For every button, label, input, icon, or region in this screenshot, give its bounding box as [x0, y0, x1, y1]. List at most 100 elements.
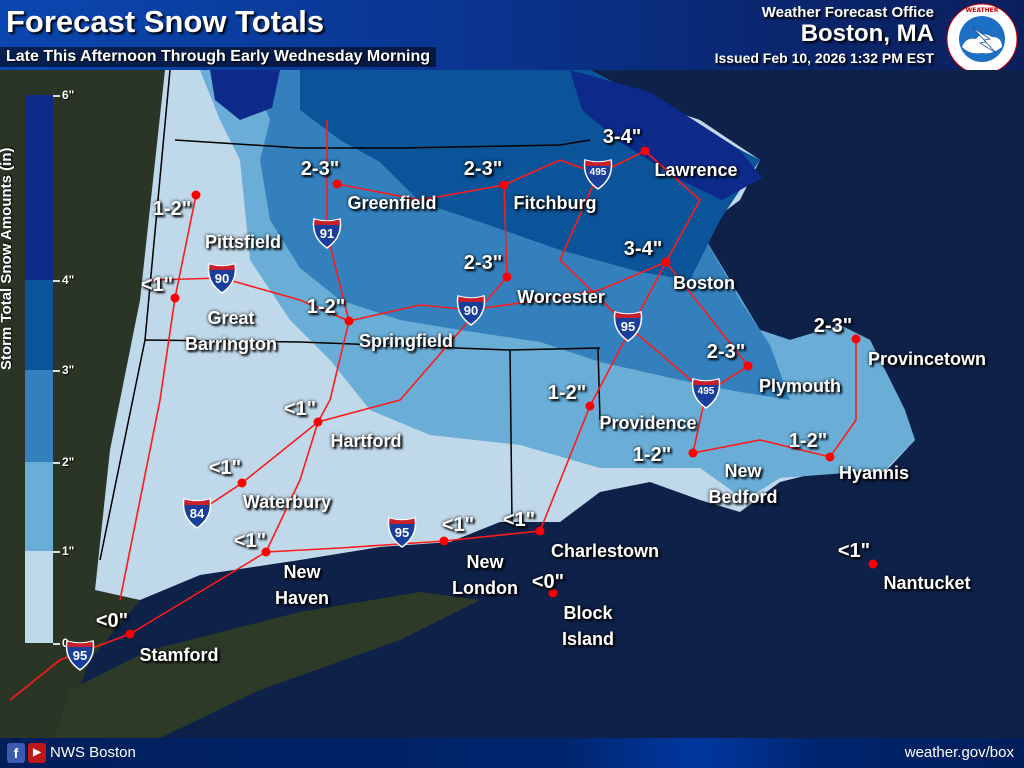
interstate-number: 90 — [463, 303, 479, 318]
snow-amount-label: <1" — [233, 530, 267, 552]
legend-tick: 0 — [53, 636, 69, 650]
city-name-label: Greenfield — [347, 193, 437, 213]
city-marker — [502, 272, 512, 282]
city-name-label: New Bedford — [708, 461, 778, 507]
city-marker — [548, 588, 558, 598]
page-subtitle: Late This Afternoon Through Early Wednes… — [0, 47, 437, 67]
city-name-label: Stamford — [139, 645, 219, 665]
snow-amount-label: 1-2" — [632, 444, 672, 466]
city-name-label: Fitchburg — [513, 193, 597, 213]
city-marker — [439, 536, 449, 546]
city-name-label: Springfield — [359, 331, 453, 351]
office-label: Weather Forecast Office — [761, 4, 934, 21]
land-long-island — [55, 592, 480, 738]
snow-amount-label: <1" — [140, 274, 174, 296]
interstate-shield-icon: 90 — [456, 294, 486, 326]
interstate-number: 95 — [620, 319, 636, 334]
legend-tick: 2" — [53, 455, 74, 469]
city-marker — [499, 180, 509, 190]
snow-amount-label: 1-2" — [152, 198, 192, 220]
city-marker — [237, 478, 247, 488]
legend-bin-3-4 — [25, 280, 53, 370]
city-marker — [640, 146, 650, 156]
snow-amount-label: 2-3" — [706, 341, 746, 363]
legend-bin-0-1 — [25, 551, 53, 643]
city-marker — [868, 559, 878, 569]
state-borders — [99, 70, 601, 561]
interstate-shield-icon: 91 — [312, 217, 342, 249]
snow-amount-label: 1-2" — [788, 430, 828, 452]
city-marker — [743, 361, 753, 371]
city-marker — [585, 401, 595, 411]
snow-amount-label: 2-3" — [463, 252, 503, 274]
city-name-label: Lawrence — [654, 160, 738, 180]
city-name-label: Charlestown — [550, 541, 660, 561]
city-name-label: Plymouth — [758, 376, 842, 396]
legend-colorbar: 6" 4" 3" 2" 1" 0 — [25, 88, 74, 650]
city-name-label: Providence — [599, 413, 697, 433]
interstate-shield-icon: 95 — [65, 639, 95, 671]
footer-bar: f ▶ NWS Boston weather.gov/box — [0, 738, 1024, 768]
city-marker — [661, 257, 671, 267]
svg-text:WEATHER: WEATHER — [966, 7, 999, 14]
legend-bin-4-6 — [25, 95, 53, 280]
snow-amount-label: 2-3" — [300, 158, 340, 180]
snow-zone-4-6 — [570, 70, 762, 200]
snow-amount-label: 3-4" — [602, 126, 642, 148]
city-marker — [125, 629, 135, 639]
interstate-number: 84 — [189, 506, 205, 521]
city-marker — [851, 334, 861, 344]
snowfall-map — [0, 70, 1024, 738]
nws-logo-icon: WEATHER — [946, 3, 1018, 75]
issued-time: Issued Feb 10, 2026 1:32 PM EST — [714, 50, 934, 66]
city-name-label: New Haven — [274, 562, 330, 608]
city-name-label: Block Island — [561, 603, 615, 649]
social-handle[interactable]: NWS Boston — [50, 744, 136, 761]
legend-tick: 4" — [53, 273, 74, 287]
interstate-number: 495 — [697, 386, 715, 397]
snow-amount-label: <0" — [531, 571, 565, 593]
snow-amount-label: 3-4" — [623, 238, 663, 260]
interstate-shield-icon: 495 — [583, 158, 613, 190]
legend-tick: 6" — [53, 88, 74, 102]
city-name-label: Waterbury — [242, 492, 332, 512]
snow-amount-label: <0" — [95, 610, 129, 632]
interstate-number: 95 — [394, 525, 410, 540]
city-marker — [170, 293, 180, 303]
city-marker — [313, 417, 323, 427]
interstate-number: 91 — [319, 226, 335, 241]
city-marker — [535, 526, 545, 536]
interstate-shield-icon: 495 — [691, 377, 721, 409]
city-name-label: Hyannis — [838, 463, 910, 483]
youtube-icon[interactable]: ▶ — [28, 743, 46, 763]
snow-amount-label: 2-3" — [813, 315, 853, 337]
city-name-label: Great Barrington — [185, 308, 277, 354]
website-link[interactable]: weather.gov/box — [904, 744, 1014, 761]
legend-title: Storm Total Snow Amounts (in) — [0, 147, 15, 370]
city-name-label: New London — [452, 552, 518, 598]
interstate-shield-icon: 84 — [182, 497, 212, 529]
facebook-icon[interactable]: f — [7, 743, 25, 763]
snow-amount-label: 1-2" — [547, 382, 587, 404]
snow-amount-label: <1" — [283, 398, 317, 420]
city-name-label: Hartford — [330, 431, 402, 451]
legend-bin-2-3 — [25, 370, 53, 462]
snow-amount-label: 2-3" — [463, 158, 503, 180]
city-marker — [344, 316, 354, 326]
interstate-number: 495 — [589, 167, 607, 178]
snow-amount-label: <1" — [208, 457, 242, 479]
snow-zone-4-6 — [210, 70, 280, 120]
city-marker — [261, 547, 271, 557]
interstate-number: 90 — [214, 271, 230, 286]
city-name-label: Worcester — [517, 287, 605, 307]
legend-tick: 1" — [53, 544, 74, 558]
interstate-shield-icon: 95 — [387, 516, 417, 548]
header-bar: Forecast Snow Totals Late This Afternoon… — [0, 0, 1024, 75]
city-name-label: Nantucket — [883, 573, 971, 593]
office-city: Boston, MA — [800, 20, 934, 47]
legend-tick: 3" — [53, 363, 74, 377]
city-marker — [332, 179, 342, 189]
city-marker — [191, 190, 201, 200]
city-marker — [688, 448, 698, 458]
snow-amount-label: <1" — [837, 540, 871, 562]
